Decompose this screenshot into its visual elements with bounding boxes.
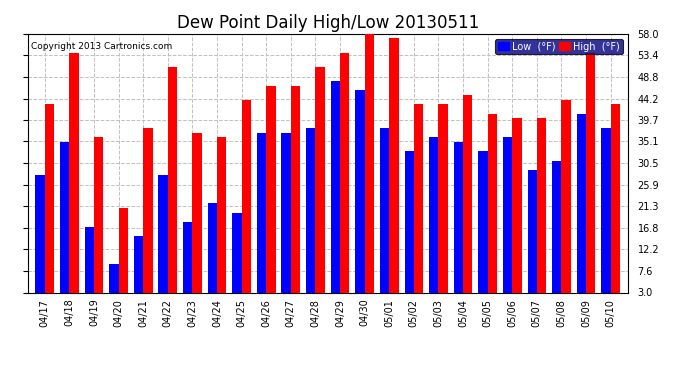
Bar [601, 128, 611, 292]
Bar [306, 128, 315, 292]
Bar [562, 100, 571, 292]
Bar [94, 137, 104, 292]
Bar [454, 142, 463, 292]
Bar [488, 114, 497, 292]
Bar [282, 132, 291, 292]
Bar [109, 264, 119, 292]
Bar [134, 236, 144, 292]
Bar [577, 114, 586, 292]
Bar [193, 132, 201, 292]
Bar [611, 104, 620, 292]
Bar [503, 137, 512, 292]
Title: Dew Point Daily High/Low 20130511: Dew Point Daily High/Low 20130511 [177, 14, 479, 32]
Bar [144, 128, 152, 292]
Bar [463, 95, 473, 292]
Bar [70, 53, 79, 292]
Bar [60, 142, 70, 292]
Bar [364, 34, 374, 292]
Text: Copyright 2013 Cartronics.com: Copyright 2013 Cartronics.com [30, 42, 172, 51]
Bar [512, 118, 522, 292]
Bar [291, 86, 300, 292]
Bar [45, 104, 55, 292]
Bar [168, 67, 177, 292]
Bar [257, 132, 266, 292]
Bar [528, 170, 537, 292]
Bar [429, 137, 438, 292]
Bar [355, 90, 364, 292]
Bar [119, 208, 128, 292]
Bar [35, 175, 45, 292]
Bar [380, 128, 389, 292]
Bar [586, 53, 595, 292]
Bar [266, 86, 275, 292]
Bar [85, 226, 94, 292]
Bar [159, 175, 168, 292]
Bar [217, 137, 226, 292]
Bar [241, 100, 251, 292]
Bar [340, 53, 349, 292]
Bar [183, 222, 193, 292]
Bar [478, 152, 488, 292]
Bar [537, 118, 546, 292]
Bar [208, 203, 217, 292]
Legend: Low  (°F), High  (°F): Low (°F), High (°F) [495, 39, 623, 54]
Bar [331, 81, 340, 292]
Bar [404, 152, 414, 292]
Bar [315, 67, 325, 292]
Bar [552, 161, 562, 292]
Bar [233, 213, 241, 292]
Bar [389, 39, 399, 292]
Bar [414, 104, 423, 292]
Bar [438, 104, 448, 292]
